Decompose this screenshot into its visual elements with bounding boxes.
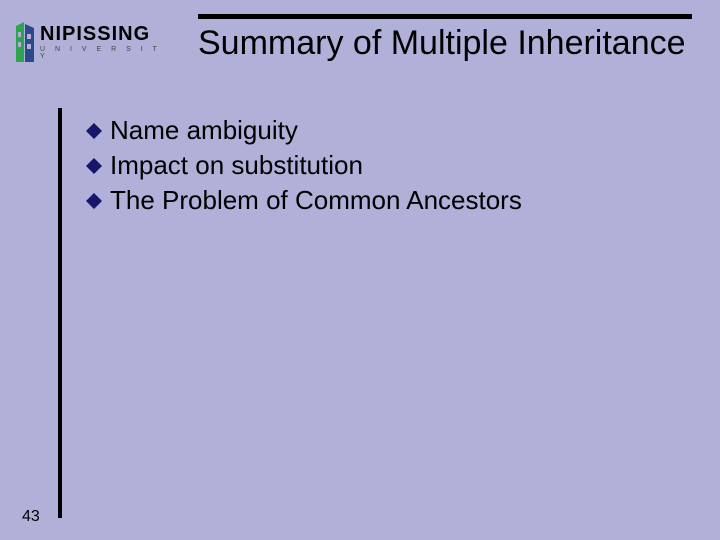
title-horizontal-rule [198,14,692,19]
logo-sub-text: U N I V E R S I T Y [40,46,174,60]
university-logo: NIPISSING U N I V E R S I T Y [14,14,174,69]
bullet-text: Name ambiguity [110,115,298,146]
diamond-bullet-icon [86,158,102,174]
list-item: The Problem of Common Ancestors [86,185,686,216]
slide-title: Summary of Multiple Inheritance [198,24,698,63]
list-item: Impact on substitution [86,150,686,181]
list-item: Name ambiguity [86,115,686,146]
logo-main-text: NIPISSING [40,24,174,44]
bullet-text: The Problem of Common Ancestors [110,185,522,216]
bullet-list: Name ambiguity Impact on substitution Th… [86,115,686,220]
bullet-text: Impact on substitution [110,150,363,181]
logo-mark-icon [14,20,36,64]
side-vertical-rule [58,108,62,518]
logo-text: NIPISSING U N I V E R S I T Y [40,24,174,60]
diamond-bullet-icon [86,193,102,209]
diamond-bullet-icon [86,123,102,139]
page-number: 43 [22,508,40,526]
